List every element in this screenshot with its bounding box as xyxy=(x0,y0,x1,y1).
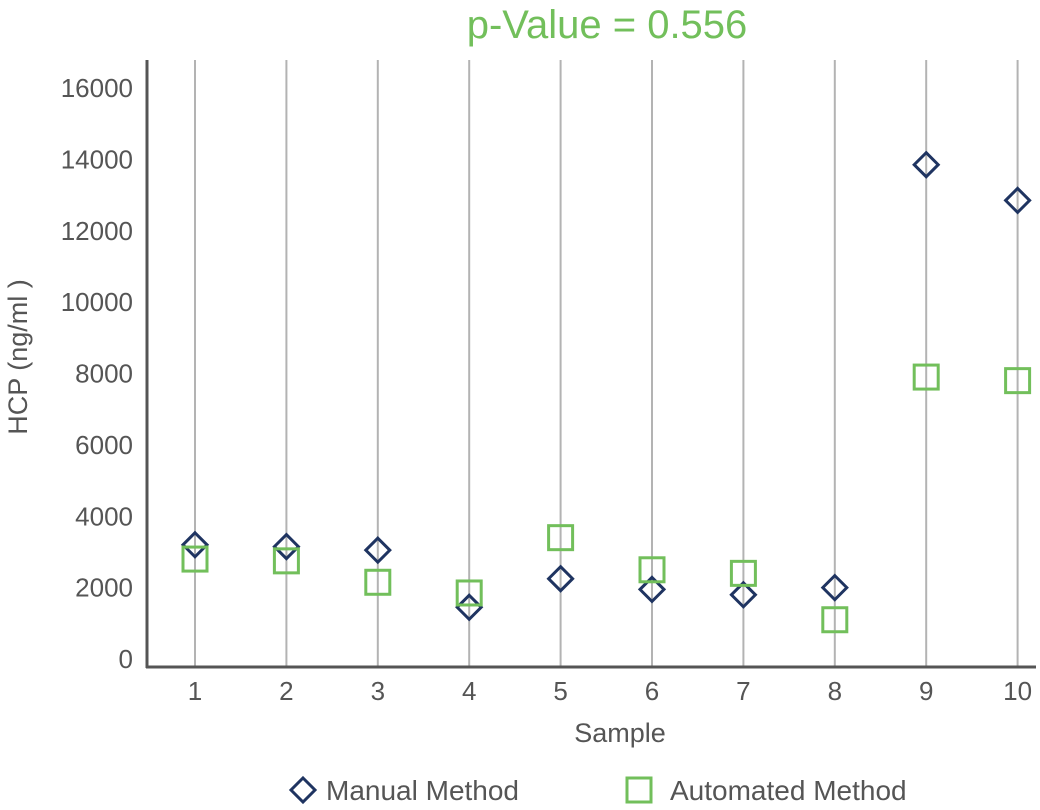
series-automated-method xyxy=(181,363,1032,634)
y-tick-label: 10000 xyxy=(61,287,133,317)
automated-point xyxy=(364,568,392,596)
legend-square-marker xyxy=(625,776,653,804)
y-tick-label: 16000 xyxy=(61,73,133,103)
automated-point xyxy=(729,559,757,587)
legend-item-manual: Manual Method xyxy=(288,775,519,806)
y-axis-label: HCP (ng/ml ) xyxy=(3,279,33,435)
legend: Manual Method Automated Method xyxy=(288,775,907,806)
automated-point xyxy=(455,579,483,607)
manual-point xyxy=(729,580,758,609)
automated-point xyxy=(181,545,209,573)
automated-point xyxy=(821,606,849,634)
x-tick-label: 3 xyxy=(371,676,385,706)
manual-point xyxy=(272,532,301,561)
x-tick-label: 7 xyxy=(736,676,750,706)
y-tick-label: 0 xyxy=(119,644,133,674)
chart-title: p-Value = 0.556 xyxy=(467,3,748,47)
x-tick-label: 8 xyxy=(828,676,842,706)
legend-label-manual: Manual Method xyxy=(326,775,519,806)
manual-point xyxy=(1003,186,1032,215)
manual-point xyxy=(546,564,575,593)
x-tick-label: 9 xyxy=(919,676,933,706)
manual-point xyxy=(180,530,210,559)
x-tick-label: 2 xyxy=(279,676,293,706)
y-tick-label: 6000 xyxy=(75,430,133,460)
x-axis-ticks: 1 2 3 4 5 6 7 8 9 10 xyxy=(188,676,1032,706)
series-manual-method xyxy=(180,150,1032,622)
x-axis-label: Sample xyxy=(574,718,666,748)
manual-point xyxy=(455,593,484,622)
automated-point xyxy=(1004,367,1032,395)
legend-item-automated: Automated Method xyxy=(625,775,907,806)
y-axis-ticks: 0 2000 4000 6000 8000 10000 12000 14000 16000 xyxy=(61,73,133,674)
y-tick-label: 2000 xyxy=(75,573,133,603)
y-tick-label: 12000 xyxy=(61,216,133,246)
x-tick-label: 1 xyxy=(188,676,202,706)
automated-point xyxy=(547,524,575,552)
x-tick-label: 5 xyxy=(553,676,567,706)
automated-point xyxy=(272,547,300,575)
manual-point xyxy=(820,573,849,602)
manual-point xyxy=(363,536,392,565)
manual-point xyxy=(912,150,941,179)
manual-point xyxy=(637,575,667,604)
x-tick-label: 4 xyxy=(462,676,476,706)
y-tick-label: 4000 xyxy=(75,501,133,531)
x-tick-label: 10 xyxy=(1003,676,1032,706)
y-tick-label: 14000 xyxy=(61,144,133,174)
legend-diamond-marker xyxy=(288,775,318,805)
automated-point xyxy=(638,556,666,584)
automated-point xyxy=(912,363,940,391)
x-tick-label: 6 xyxy=(645,676,659,706)
legend-label-automated: Automated Method xyxy=(670,775,907,806)
y-tick-label: 8000 xyxy=(75,359,133,389)
grid-lines xyxy=(194,60,1019,667)
